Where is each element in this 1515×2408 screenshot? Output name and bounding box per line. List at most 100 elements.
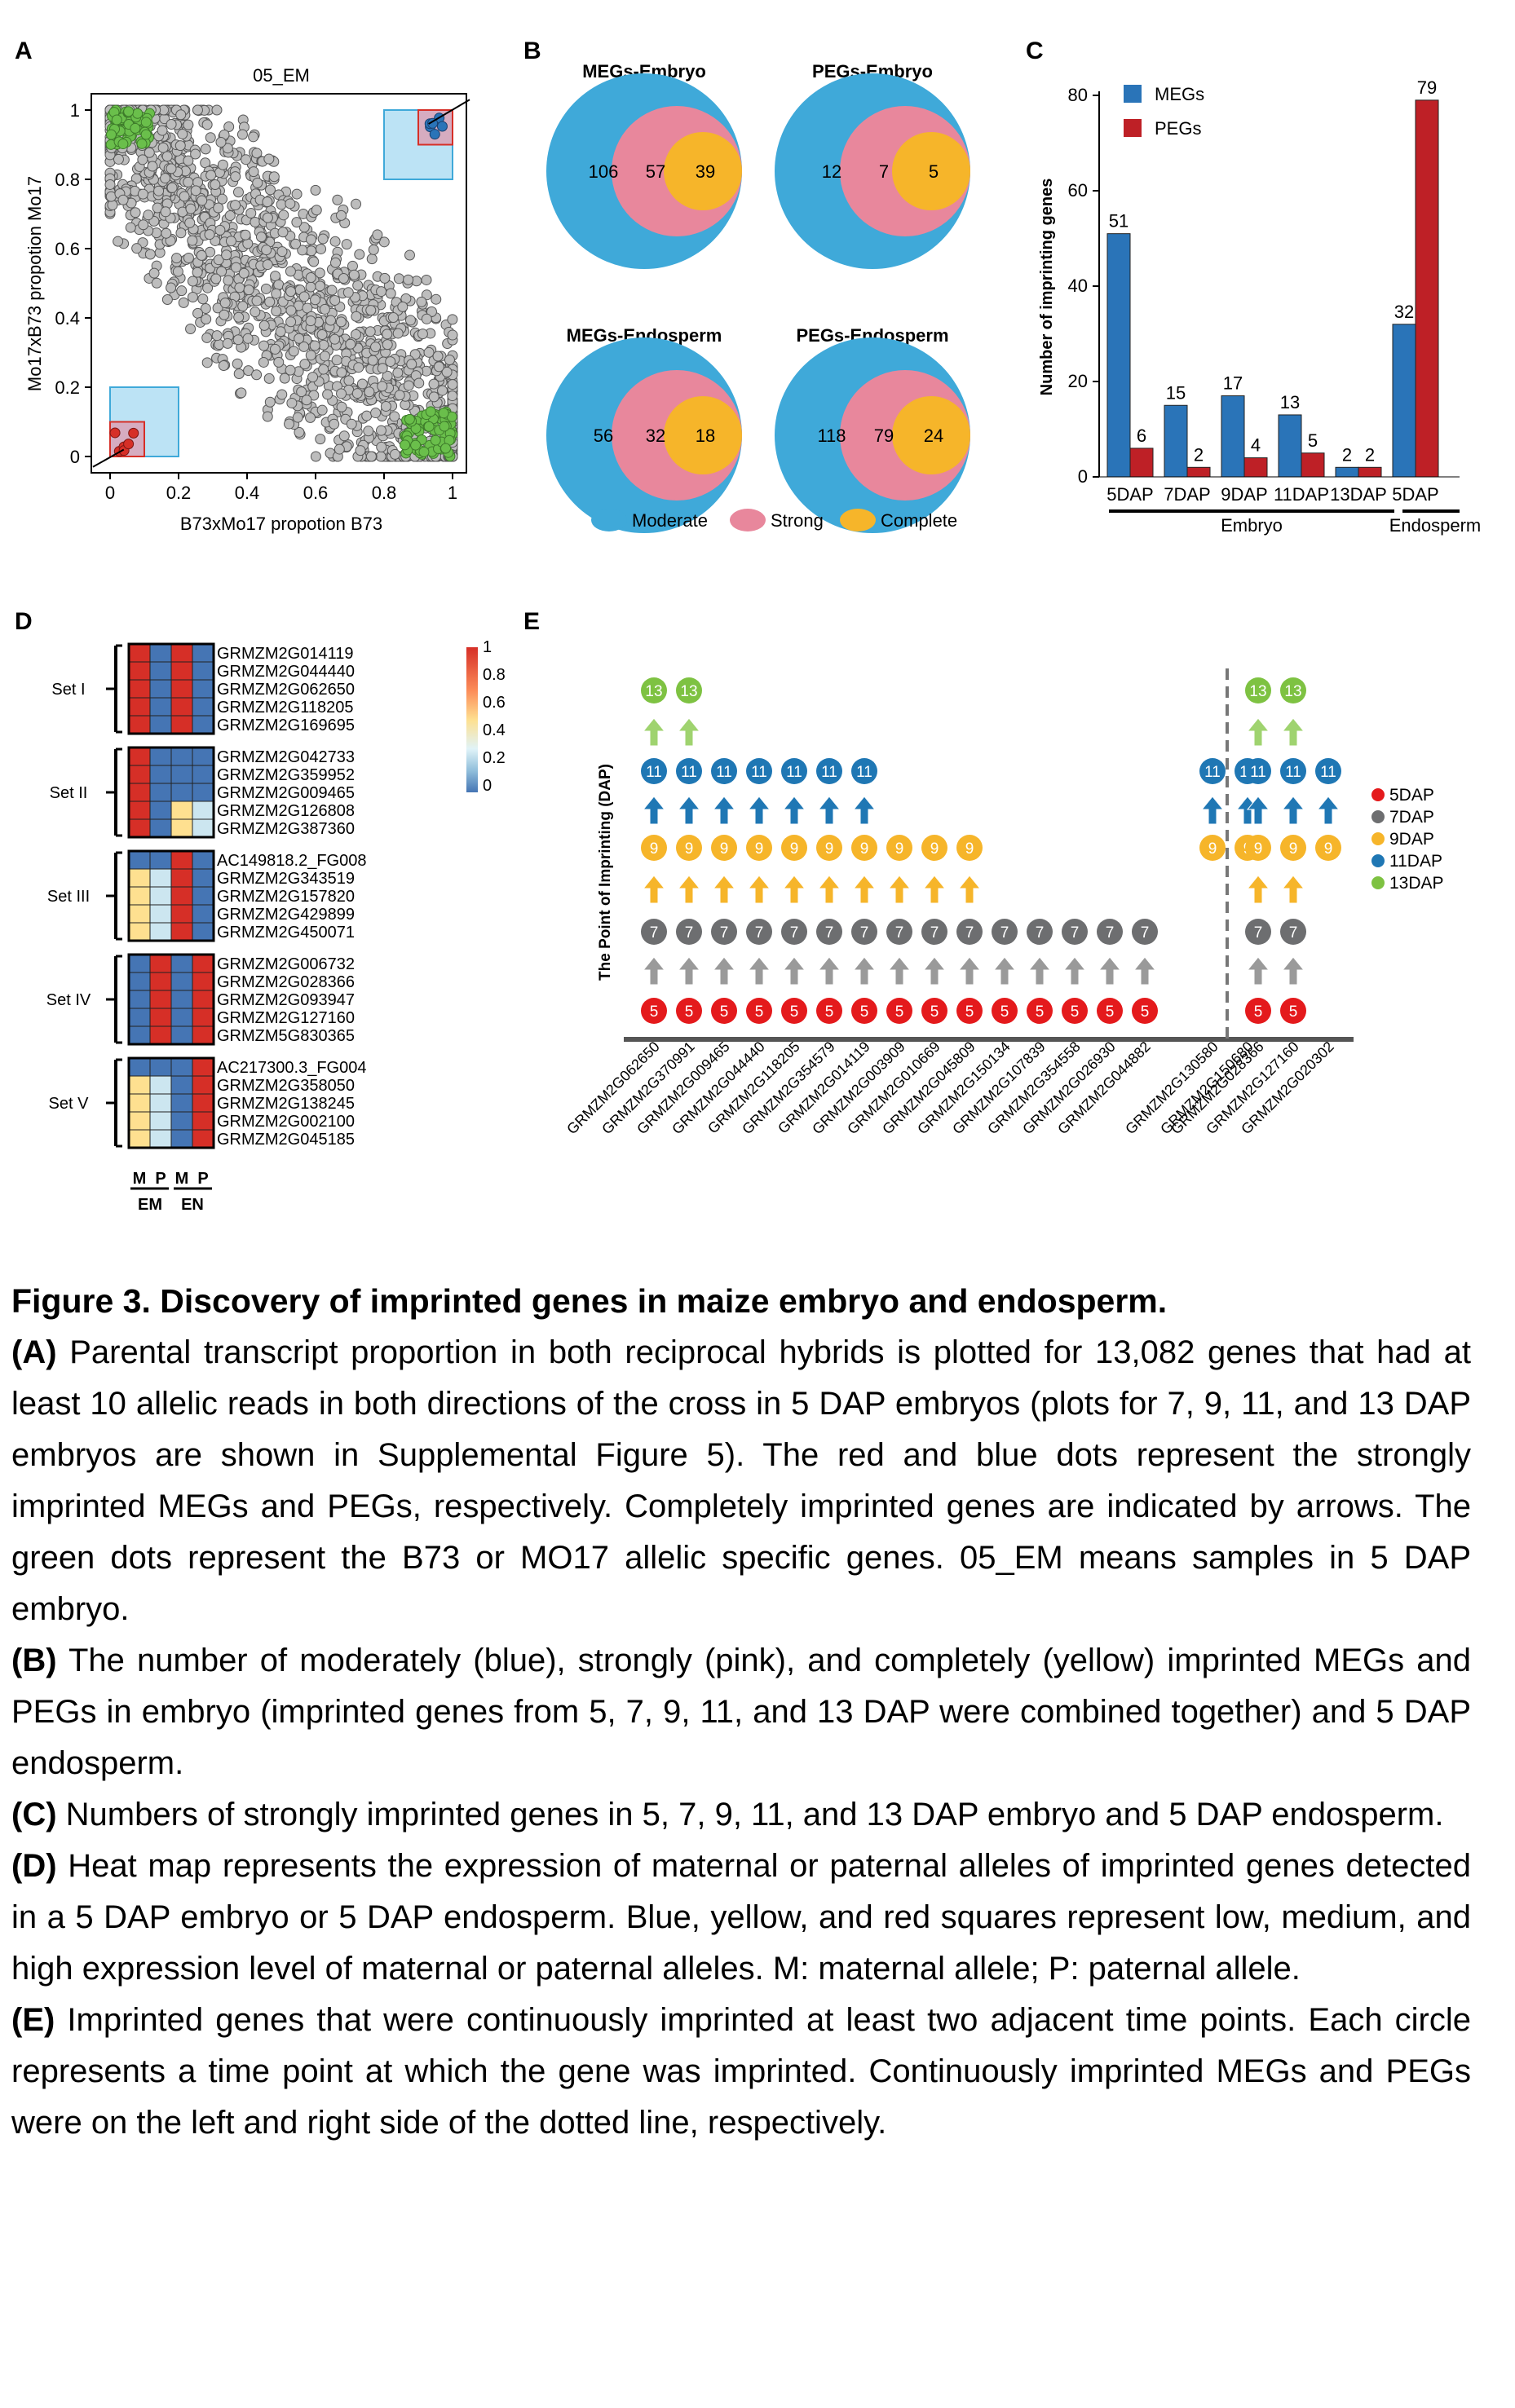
heatmap-cell bbox=[170, 868, 193, 888]
scatter-point bbox=[417, 329, 428, 340]
scatter-point bbox=[319, 351, 330, 362]
heatmap-cell bbox=[149, 1075, 172, 1095]
imprinting-point-label: 9 bbox=[720, 840, 729, 858]
scatter-point bbox=[336, 401, 347, 412]
panel-d-heatmap: D GRMZM2G014119GRMZM2G044440GRMZM2G06265… bbox=[15, 608, 506, 1214]
scatter-point-allelic bbox=[132, 108, 144, 119]
heatmap-cell bbox=[128, 1111, 151, 1131]
scatter-point bbox=[248, 166, 259, 178]
bar-legend-label: PEGs bbox=[1155, 118, 1201, 139]
bar bbox=[1106, 233, 1131, 478]
scatter-point bbox=[251, 148, 263, 159]
scatter-point bbox=[428, 378, 439, 390]
complete-arrow bbox=[92, 448, 125, 468]
imprinting-point-label: 9 bbox=[825, 840, 834, 858]
scatter-point-allelic bbox=[117, 139, 129, 150]
up-arrow-icon bbox=[1281, 956, 1305, 986]
scatter-point bbox=[225, 236, 236, 247]
heatmap-cell bbox=[149, 1025, 172, 1045]
scatter-point bbox=[297, 245, 308, 256]
x-tick-label: 0.2 bbox=[166, 483, 192, 503]
scatter-point bbox=[356, 378, 368, 390]
heatmap-cell bbox=[170, 990, 193, 1009]
heatmap-cell bbox=[192, 954, 214, 973]
up-arrow-icon bbox=[642, 796, 666, 825]
scatter-point bbox=[307, 372, 319, 383]
caption-label: (B) bbox=[11, 1643, 57, 1678]
scatter-point bbox=[397, 301, 409, 312]
imprinting-point-label: 11 bbox=[681, 764, 697, 781]
scatter-point bbox=[315, 434, 326, 445]
venn-moderate-value: 12 bbox=[822, 161, 841, 182]
imprinting-point bbox=[781, 835, 807, 861]
scatter-point bbox=[336, 388, 347, 399]
scatter-point bbox=[298, 341, 310, 352]
scatter-point bbox=[263, 153, 275, 165]
scatter-point bbox=[276, 199, 287, 210]
scatter-axes: 0 0.2 0.4 0.6 0.8 1 0 0.2 0.4 0.6 0.8 1 bbox=[55, 100, 457, 503]
scatter-point bbox=[166, 282, 177, 293]
y-tick-label: 0 bbox=[1078, 466, 1088, 487]
scatter-point bbox=[183, 155, 194, 166]
heatmap-gene-label: GRMZM2G093947 bbox=[217, 991, 355, 1009]
scatter-point bbox=[338, 430, 350, 442]
scatter-point bbox=[262, 411, 273, 422]
scatter-point bbox=[370, 408, 382, 419]
scatter-point bbox=[286, 397, 298, 408]
imprinting-point bbox=[816, 998, 842, 1024]
heatmap-cell bbox=[128, 904, 151, 924]
up-arrow-icon bbox=[922, 875, 947, 904]
x-tick-label: 7DAP bbox=[1164, 484, 1210, 505]
imprinting-point-label: 7 bbox=[1036, 924, 1045, 942]
scatter-point bbox=[403, 380, 414, 391]
imprinting-point-label: 5 bbox=[825, 1003, 834, 1021]
imprinting-point bbox=[711, 758, 737, 784]
imprinting-point-label: 7 bbox=[790, 924, 799, 942]
imprinting-legend: 5DAP 7DAP 9DAP 11DAP 13DAP bbox=[1371, 786, 1444, 893]
up-arrow-icon bbox=[677, 956, 701, 986]
heatmap-cell bbox=[128, 679, 151, 699]
heatmap-gene-label: GRMZM2G014119 bbox=[217, 645, 353, 663]
caption-text: Heat map represents the expression of ma… bbox=[11, 1848, 1471, 1987]
set-label: Set I bbox=[51, 681, 85, 699]
imprinting-point-label: 9 bbox=[755, 840, 764, 858]
heatmap-gene-label: GRMZM2G429899 bbox=[217, 906, 355, 924]
up-arrow-icon bbox=[957, 956, 982, 986]
imprinting-point-label: 7 bbox=[860, 924, 869, 942]
up-arrow-icon bbox=[1281, 717, 1305, 747]
imprinting-point bbox=[1062, 919, 1088, 945]
imprinting-point-label: 5 bbox=[860, 1003, 869, 1021]
scatter-point-meg bbox=[128, 427, 139, 439]
scatter-point bbox=[242, 238, 254, 249]
scatter-point bbox=[355, 445, 366, 456]
scatter-point bbox=[285, 364, 296, 376]
scatter-point bbox=[318, 339, 329, 351]
scatter-point bbox=[137, 188, 148, 200]
heatmap-cell bbox=[170, 818, 193, 838]
scatter-point bbox=[264, 296, 276, 307]
heatmap-cell bbox=[192, 783, 214, 802]
heatmap-cell bbox=[192, 1075, 214, 1095]
imprinting-point-label: 7 bbox=[755, 924, 764, 942]
up-arrow-icon bbox=[1027, 956, 1052, 986]
heatmap-cell bbox=[170, 1008, 193, 1027]
heatmap-cell bbox=[149, 954, 172, 973]
scatter-point bbox=[276, 246, 288, 258]
imprinting-point bbox=[1132, 919, 1158, 945]
bar-value-label: 4 bbox=[1251, 435, 1261, 456]
scatter-point bbox=[174, 140, 186, 152]
scatter-point bbox=[385, 356, 396, 368]
caption-text: The number of moderately (blue), strongl… bbox=[11, 1643, 1471, 1781]
scatter-point bbox=[243, 284, 254, 296]
scatter-point bbox=[291, 217, 303, 228]
heatmap-cell bbox=[128, 715, 151, 734]
scatter-point bbox=[233, 368, 245, 379]
scatter-point bbox=[197, 293, 209, 305]
scatter-point bbox=[252, 177, 263, 188]
scatter-point bbox=[376, 286, 387, 298]
heatmap-cell bbox=[128, 643, 151, 663]
scatter-point bbox=[187, 235, 198, 246]
up-arrow-icon bbox=[1246, 875, 1270, 904]
